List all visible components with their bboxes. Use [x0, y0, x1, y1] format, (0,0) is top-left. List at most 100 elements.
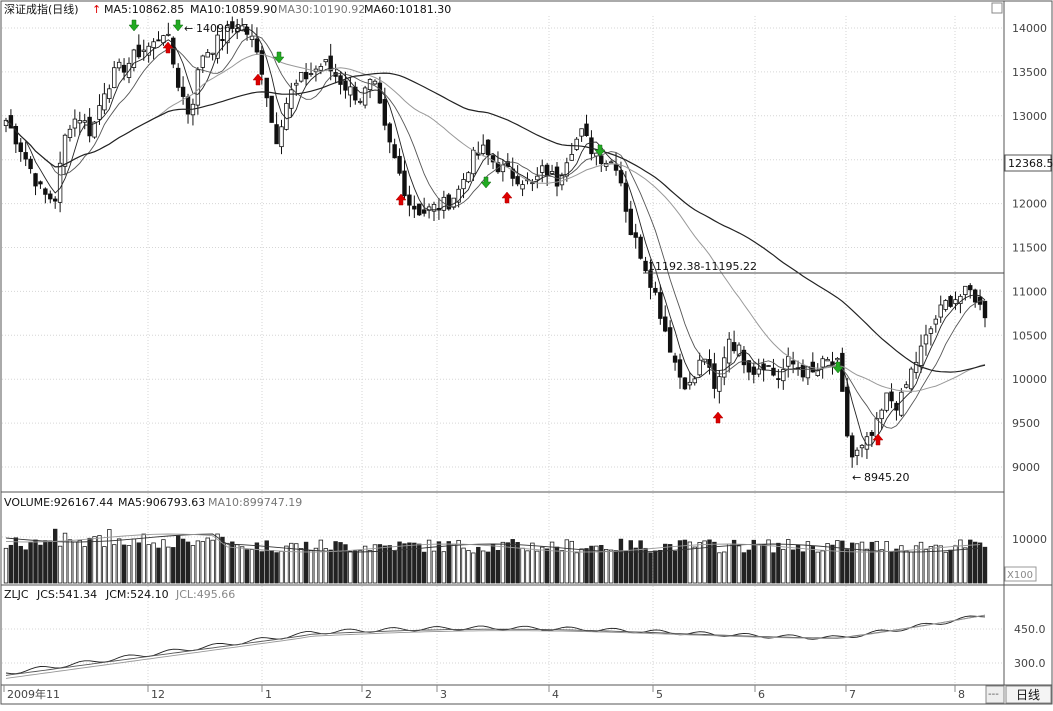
- candle-up: [854, 449, 860, 457]
- signal-arrows: [128, 19, 884, 446]
- volume-bar: [894, 548, 899, 584]
- candle-down: [771, 367, 776, 376]
- volume-bar: [854, 543, 860, 584]
- price-tick-label: 12000: [1012, 198, 1047, 211]
- jcm-line: [5, 614, 986, 676]
- candle-up: [318, 66, 324, 71]
- volume-bar: [308, 550, 314, 584]
- volume-bar: [392, 550, 397, 584]
- volume-bar: [481, 550, 486, 584]
- volume-bar: [269, 550, 274, 584]
- candle-up: [879, 409, 884, 420]
- candle-down: [648, 270, 653, 288]
- volume-bar: [805, 541, 811, 584]
- candle-down: [407, 194, 412, 206]
- candle-down: [33, 173, 38, 187]
- volume-bar: [717, 552, 722, 584]
- volume-bar: [358, 550, 363, 584]
- candle-down: [52, 198, 58, 202]
- low-annotation-arrow: ←: [852, 471, 861, 484]
- volume-bar: [131, 538, 137, 584]
- volume-bar: [264, 540, 269, 584]
- candle-down: [171, 37, 176, 65]
- volume-bar: [161, 539, 166, 584]
- candle-down: [515, 176, 520, 185]
- volume-ma5-label: MA5:906793.63: [118, 496, 205, 509]
- candle-up: [210, 52, 215, 55]
- volume-bar: [510, 539, 515, 584]
- candle-down: [18, 142, 23, 153]
- volume-bar: [623, 550, 629, 584]
- sell-arrow-icon: [273, 51, 285, 64]
- candle-up: [348, 86, 353, 96]
- candle-down: [180, 86, 186, 97]
- candle-down: [623, 182, 629, 212]
- candle-down: [328, 55, 333, 72]
- price-tick-label: 10500: [1012, 329, 1047, 342]
- volume-bar: [23, 549, 28, 584]
- volume-bar: [116, 538, 122, 584]
- volume-bar: [913, 545, 919, 584]
- candle-down: [599, 155, 604, 165]
- scroll-control[interactable]: [985, 685, 1005, 704]
- candle-down: [672, 355, 678, 363]
- volume-bar: [776, 542, 781, 584]
- volume-bar: [259, 551, 265, 584]
- candle-up: [102, 93, 107, 111]
- candlestick-series: [3, 16, 988, 468]
- price-tick-label: 13500: [1012, 66, 1047, 79]
- candle-up: [963, 285, 968, 296]
- period-tab[interactable]: [1005, 685, 1052, 704]
- volume-bar: [874, 540, 879, 584]
- candle-up: [57, 162, 63, 203]
- volume-bar: [687, 541, 693, 584]
- volume-bar: [953, 545, 958, 584]
- ma5-line: [5, 28, 986, 446]
- volume-bar: [372, 544, 378, 584]
- volume-bar: [343, 544, 348, 584]
- candle-up: [372, 80, 378, 85]
- volume-bar: [840, 540, 845, 584]
- volume-bar: [175, 535, 181, 584]
- sell-arrow-icon: [832, 361, 844, 374]
- volume-bar: [407, 542, 412, 584]
- candle-down: [274, 124, 279, 145]
- candle-down: [658, 292, 663, 319]
- candle-up: [77, 120, 82, 124]
- volume-bar: [426, 539, 432, 584]
- volume-bar: [412, 542, 417, 584]
- candle-down: [790, 360, 796, 365]
- volume-bar: [328, 549, 333, 584]
- period-tab-label: 日线: [1016, 688, 1040, 702]
- zljc-tick-300: 300.0: [1014, 657, 1046, 670]
- candle-up: [756, 368, 761, 375]
- volume-bar: [559, 550, 565, 584]
- candle-up: [736, 344, 742, 356]
- moving-average-lines: [5, 28, 986, 446]
- volume-bar: [579, 548, 584, 584]
- volume-bar: [289, 542, 294, 584]
- volume-bar: [599, 544, 604, 584]
- candle-down: [343, 80, 348, 91]
- candle-down: [589, 137, 594, 155]
- candle-down: [544, 164, 550, 177]
- volume-bar: [736, 545, 742, 584]
- ma60-line: [5, 72, 986, 373]
- volume-bar: [884, 541, 889, 584]
- candle-up: [933, 318, 939, 325]
- buy-arrow-icon: [712, 411, 724, 424]
- volume-bar: [284, 545, 289, 584]
- volume-bar: [800, 551, 806, 584]
- candle-down: [889, 391, 894, 402]
- candle-up: [225, 25, 230, 44]
- month-label: 6: [758, 688, 765, 701]
- candle-down: [741, 349, 747, 366]
- candle-down: [412, 205, 417, 210]
- volume-bar: [820, 550, 825, 584]
- candle-down: [392, 144, 397, 159]
- candle-up: [899, 391, 904, 416]
- candle-up: [205, 52, 210, 58]
- maximize-icon[interactable]: [991, 2, 1003, 14]
- volume-bar: [471, 552, 476, 584]
